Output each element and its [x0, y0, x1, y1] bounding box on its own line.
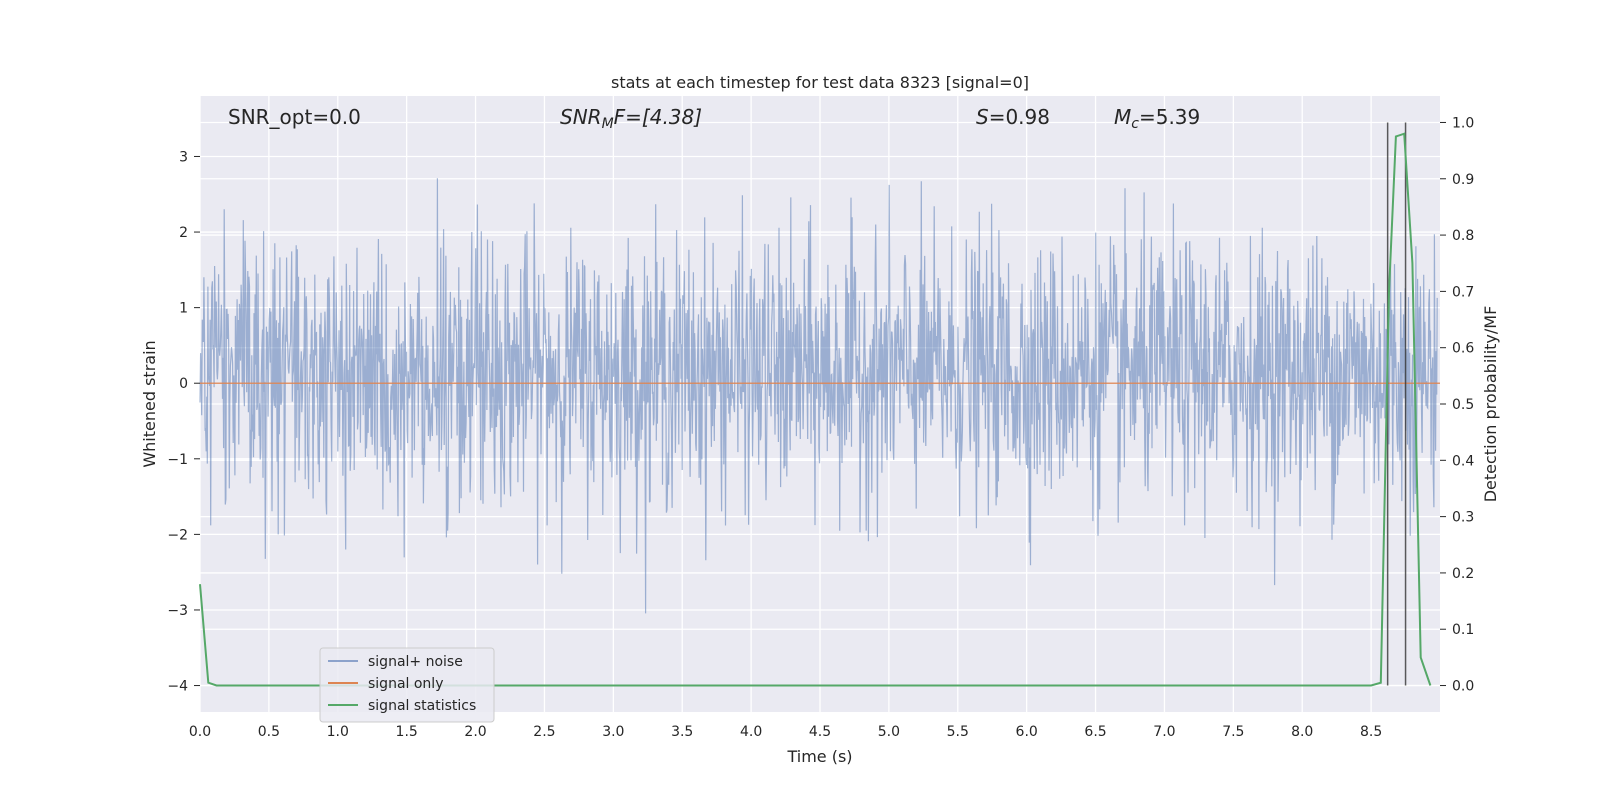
y2-tick-label: 0.6: [1452, 341, 1474, 357]
legend: signal+ noise signal only signal statist…: [319, 647, 495, 723]
y2-tick-label: 1.0: [1452, 115, 1474, 131]
y-tick-label: 2: [179, 225, 188, 241]
x-tick-label: 7.5: [1222, 724, 1244, 740]
x-tick-label: 0.0: [189, 724, 211, 740]
x-tick-label: 6.5: [1084, 724, 1106, 740]
signal-noise-line: [199, 178, 1438, 614]
y2-tick-label: 0.4: [1452, 453, 1474, 469]
y2-tick-label: 0.3: [1452, 510, 1474, 526]
y2-tick-label: 0.2: [1452, 566, 1474, 582]
annotation-mc-sub: c: [1131, 116, 1139, 132]
chart-title: stats at each timestep for test data 832…: [611, 73, 1029, 92]
x-axis-ticks: 0.0 0.5 1.0 1.5 2.0 2.5 3.0 3.5 4.0 4.5 5.0 5.5 6.0 6…: [189, 724, 1382, 740]
legend-label-signal-noise: signal+ noise: [368, 654, 463, 670]
y-tick-label: −4: [167, 679, 188, 695]
x-tick-label: 1.5: [396, 724, 418, 740]
annotation-snr-mf-base: SNR: [560, 105, 602, 129]
annotation-mc: Mc=5.39: [1114, 105, 1200, 132]
annotation-mc-base: M: [1114, 105, 1131, 129]
x-tick-label: 2.0: [464, 724, 486, 740]
signal-statistics-series: [199, 132, 1432, 687]
legend-label-signal-only: signal only: [368, 676, 443, 692]
x-tick-label: 1.0: [327, 724, 349, 740]
y-tick-label: −3: [167, 603, 188, 619]
annotation-snr-mf: SNRMF=[4.38]: [560, 105, 702, 132]
x-tick-label: 2.5: [533, 724, 555, 740]
y2-tick-label: 0.0: [1452, 679, 1474, 695]
x-tick-label: 8.0: [1291, 724, 1313, 740]
x-axis-label: Time (s): [786, 747, 852, 766]
x-tick-label: 7.0: [1153, 724, 1175, 740]
annotation-s: S=0.98: [976, 105, 1050, 129]
x-tick-label: 8.5: [1360, 724, 1382, 740]
y-tick-label: −1: [167, 452, 188, 468]
x-tick-label: 3.5: [671, 724, 693, 740]
y-axis-label: Whitened strain: [140, 340, 159, 467]
annotation-s-value: =0.98: [989, 105, 1050, 129]
y2-tick-label: 0.9: [1452, 172, 1474, 188]
legend-box: [319, 647, 495, 723]
x-tick-label: 6.0: [1016, 724, 1038, 740]
legend-label-signal-statistics: signal statistics: [368, 698, 476, 714]
x-tick-label: 4.0: [740, 724, 762, 740]
x-tick-label: 4.5: [809, 724, 831, 740]
y2-tick-label: 0.8: [1452, 228, 1474, 244]
y-tick-label: 0: [179, 376, 188, 392]
y2-tick-label: 0.5: [1452, 397, 1474, 413]
y2-tick-label: 0.1: [1452, 622, 1474, 638]
annotation-snr-opt: SNR_opt=0.0: [228, 105, 361, 129]
y2-axis-label: Detection probability/MF: [1481, 306, 1500, 503]
y-tick-label: −2: [167, 527, 188, 543]
y2-axis-ticks: 1.0 0.9 0.8 0.7 0.6 0.5 0.4 0.3 0.2 0.1 0.0: [1440, 115, 1474, 695]
signal-statistics-line: [199, 132, 1432, 687]
x-tick-label: 3.0: [602, 724, 624, 740]
x-tick-label: 5.0: [878, 724, 900, 740]
x-tick-label: 5.5: [947, 724, 969, 740]
annotation-mc-value: =5.39: [1139, 105, 1200, 129]
y2-tick-label: 0.7: [1452, 284, 1474, 300]
y-tick-label: 1: [179, 301, 188, 317]
vertical-markers: [1386, 122, 1407, 686]
annotation-s-symbol: S: [976, 105, 989, 129]
y-axis-ticks: 3 2 1 0 −1 −2 −3 −4: [167, 149, 200, 695]
annotation-snr-mf-rest: F=[4.38]: [614, 105, 702, 129]
signal-noise-series: [199, 178, 1438, 614]
annotation-snr-mf-sub: M: [602, 116, 614, 132]
x-tick-label: 0.5: [258, 724, 280, 740]
y-tick-label: 3: [179, 149, 188, 165]
